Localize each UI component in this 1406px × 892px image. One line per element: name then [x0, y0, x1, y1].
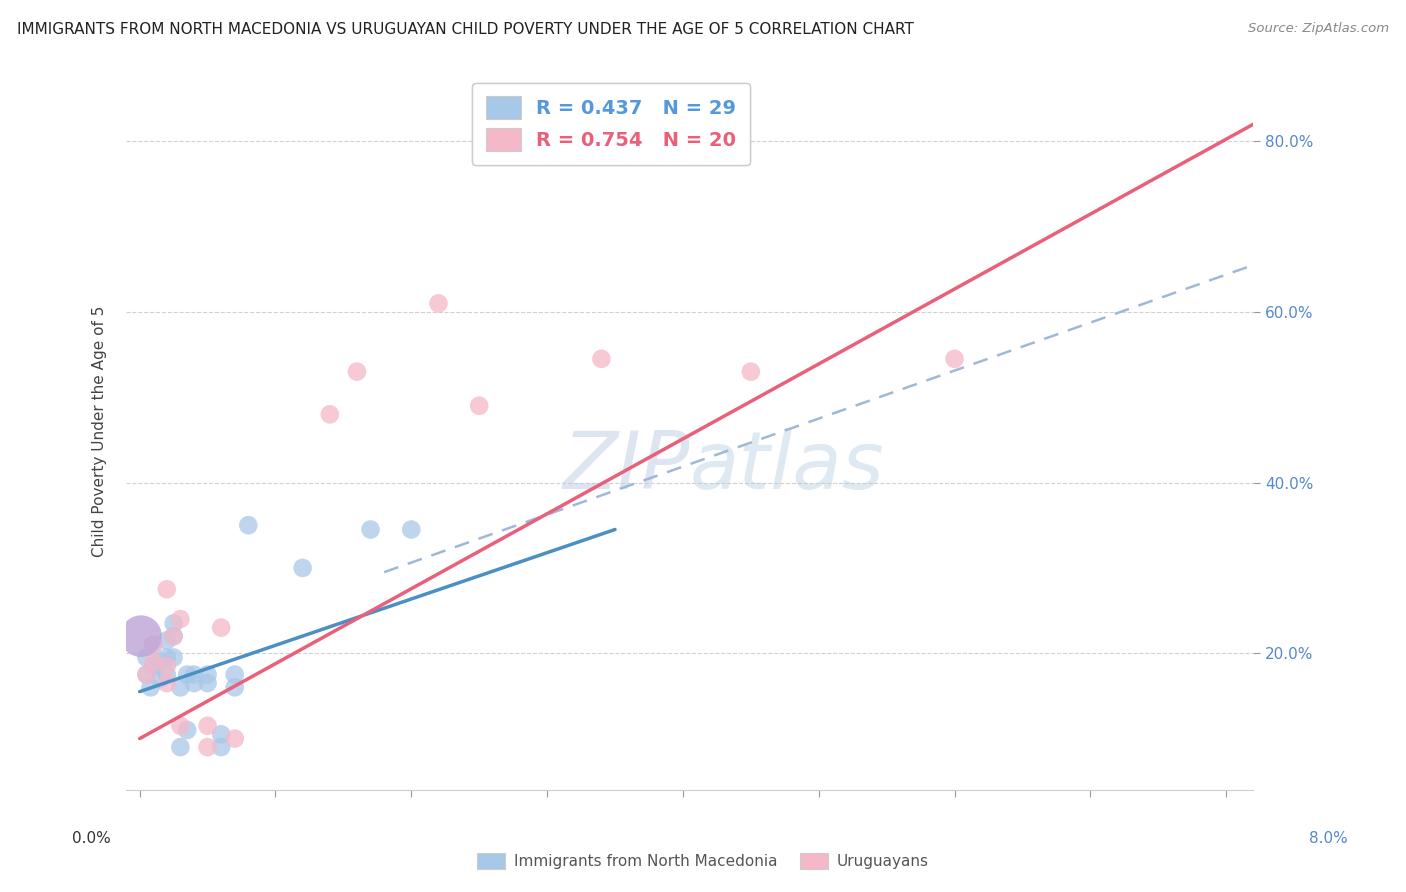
Point [319, 407, 342, 421]
Point [740, 365, 762, 379]
Point [156, 667, 179, 681]
Point [224, 667, 246, 681]
Point [401, 523, 423, 537]
Point [156, 676, 179, 690]
Point [162, 650, 184, 665]
Point [209, 727, 232, 741]
Point [149, 672, 172, 686]
Text: 8.0%: 8.0% [1309, 831, 1348, 846]
Point [346, 365, 368, 379]
Point [224, 681, 246, 695]
Point [156, 582, 179, 597]
Point [197, 740, 219, 755]
Point [142, 638, 165, 652]
Point [468, 399, 491, 413]
Point [183, 667, 205, 681]
Point [169, 719, 191, 733]
Point [135, 667, 157, 681]
Point [169, 740, 191, 755]
Point [142, 638, 165, 652]
Text: IMMIGRANTS FROM NORTH MACEDONIA VS URUGUAYAN CHILD POVERTY UNDER THE AGE OF 5 CO: IMMIGRANTS FROM NORTH MACEDONIA VS URUGU… [17, 22, 914, 37]
Point [427, 296, 450, 310]
Legend: R = 0.437   N = 29, R = 0.754   N = 20: R = 0.437 N = 29, R = 0.754 N = 20 [472, 83, 749, 164]
Text: atlas: atlas [690, 428, 884, 507]
Point [176, 667, 198, 681]
Point [176, 723, 198, 737]
Point [197, 719, 219, 733]
Point [162, 629, 184, 643]
Point [156, 659, 179, 673]
Point [209, 621, 232, 635]
Point [135, 667, 157, 681]
Y-axis label: Child Poverty Under the Age of 5: Child Poverty Under the Age of 5 [93, 306, 107, 558]
Point [129, 629, 152, 643]
Point [162, 616, 184, 631]
Point [142, 659, 165, 673]
Point [169, 612, 191, 626]
Point [591, 351, 613, 366]
Point [156, 650, 179, 665]
Text: ZIP: ZIP [562, 428, 690, 507]
Point [360, 523, 382, 537]
Point [169, 681, 191, 695]
Legend: Immigrants from North Macedonia, Uruguayans: Immigrants from North Macedonia, Uruguay… [471, 847, 935, 875]
Point [943, 351, 966, 366]
Point [142, 655, 165, 669]
Point [291, 561, 314, 575]
Point [162, 629, 184, 643]
Point [224, 731, 246, 746]
Point [197, 676, 219, 690]
Text: Source: ZipAtlas.com: Source: ZipAtlas.com [1249, 22, 1389, 36]
Point [156, 633, 179, 648]
Point [139, 681, 162, 695]
Point [197, 667, 219, 681]
Point [209, 740, 232, 755]
Point [183, 676, 205, 690]
Point [135, 650, 157, 665]
Text: 0.0%: 0.0% [72, 831, 111, 846]
Point [149, 655, 172, 669]
Point [238, 518, 260, 533]
